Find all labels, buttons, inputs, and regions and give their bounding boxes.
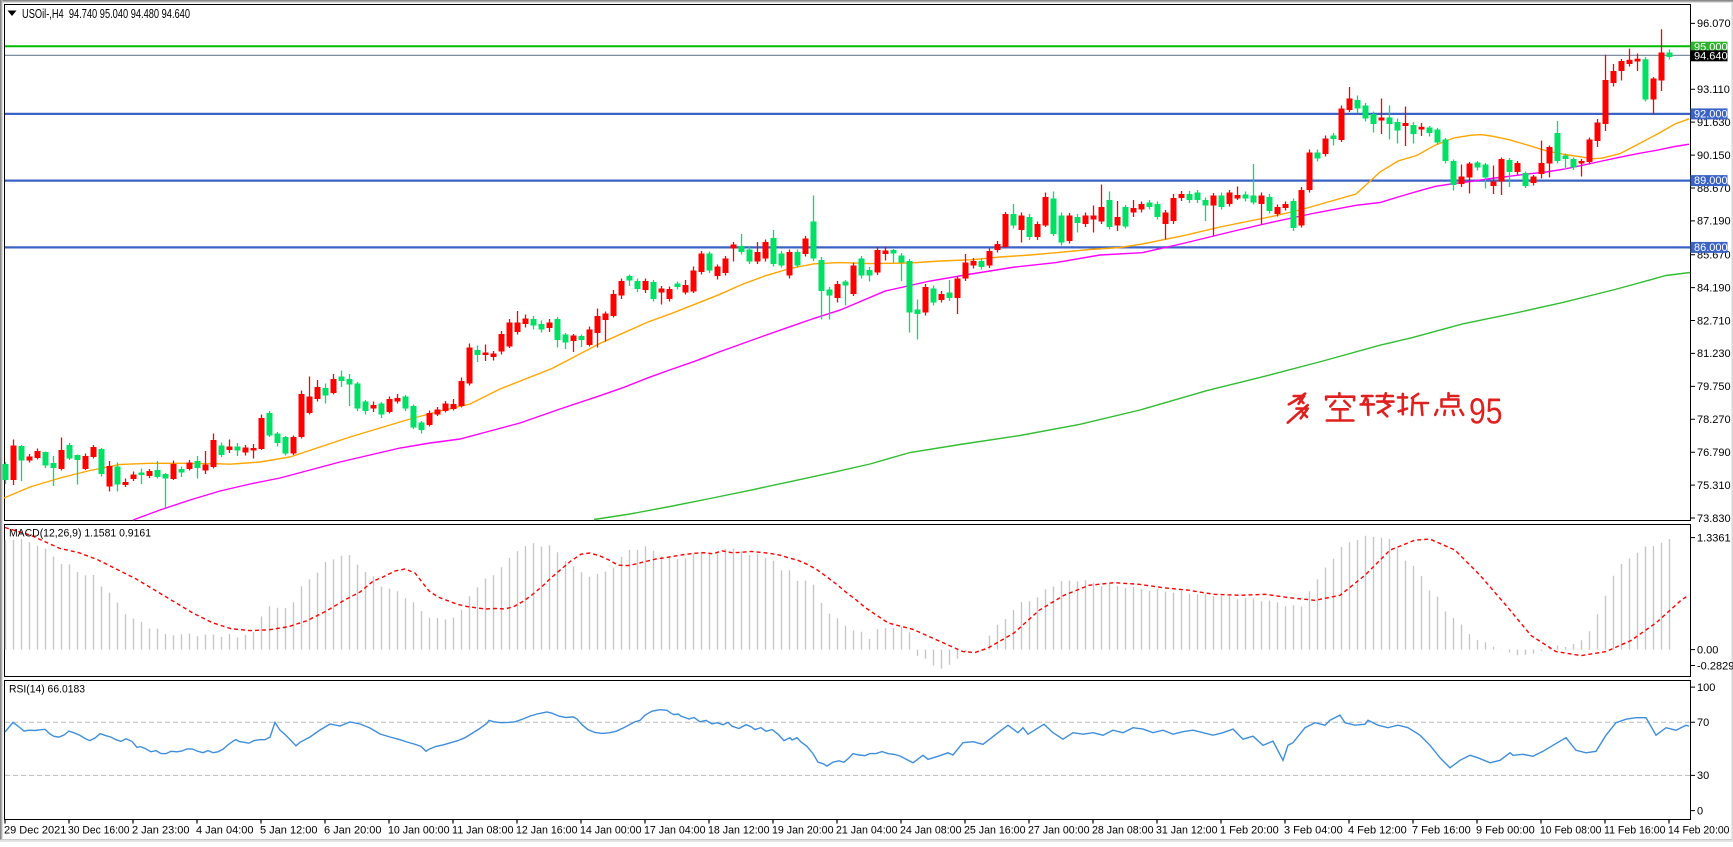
svg-text:18 Jan 12:00: 18 Jan 12:00 (708, 825, 770, 837)
svg-text:6 Jan 20:00: 6 Jan 20:00 (324, 825, 382, 837)
svg-text:75.310: 75.310 (1697, 480, 1731, 492)
svg-text:86.000: 86.000 (1694, 242, 1728, 254)
svg-text:81.230: 81.230 (1697, 348, 1731, 360)
svg-text:95: 95 (1469, 391, 1503, 432)
svg-text:0.00: 0.00 (1697, 644, 1718, 656)
svg-text:70: 70 (1697, 717, 1709, 729)
svg-text:25 Jan 16:00: 25 Jan 16:00 (964, 825, 1026, 837)
svg-text:17 Jan 04:00: 17 Jan 04:00 (644, 825, 706, 837)
svg-text:30 Dec 16:00: 30 Dec 16:00 (68, 825, 130, 837)
svg-text:USOil-,H4 94.740 95.040 94.48: USOil-,H4 94.740 95.040 94.480 94.640 (22, 6, 190, 21)
svg-text:79.750: 79.750 (1697, 381, 1731, 393)
svg-text:9 Feb 00:00: 9 Feb 00:00 (1476, 825, 1535, 837)
svg-text:78.270: 78.270 (1697, 414, 1731, 426)
svg-text:4 Feb 12:00: 4 Feb 12:00 (1348, 825, 1407, 837)
svg-text:30: 30 (1697, 770, 1709, 782)
svg-text:14 Feb 20:00: 14 Feb 20:00 (1668, 825, 1730, 837)
svg-text:87.190: 87.190 (1697, 216, 1731, 228)
svg-text:1 Feb 20:00: 1 Feb 20:00 (1220, 825, 1279, 837)
svg-text:92.000: 92.000 (1694, 108, 1728, 120)
svg-text:96.070: 96.070 (1697, 18, 1731, 30)
svg-text:19 Jan 20:00: 19 Jan 20:00 (772, 825, 834, 837)
svg-text:24 Jan 08:00: 24 Jan 08:00 (900, 825, 962, 837)
svg-text:MACD(12,26,9) 1.1581 0.9161: MACD(12,26,9) 1.1581 0.9161 (9, 528, 151, 540)
svg-text:94.640: 94.640 (1694, 50, 1728, 62)
svg-text:10 Jan 00:00: 10 Jan 00:00 (388, 825, 450, 837)
svg-text:14 Jan 00:00: 14 Jan 00:00 (580, 825, 642, 837)
svg-text:11 Jan 08:00: 11 Jan 08:00 (452, 825, 514, 837)
svg-text:1.3361: 1.3361 (1697, 532, 1731, 544)
svg-text:7 Feb 16:00: 7 Feb 16:00 (1412, 825, 1471, 837)
svg-text:27 Jan 00:00: 27 Jan 00:00 (1028, 825, 1090, 837)
svg-text:5 Jan 12:00: 5 Jan 12:00 (260, 825, 318, 837)
svg-text:2 Jan 23:00: 2 Jan 23:00 (132, 825, 190, 837)
svg-text:84.190: 84.190 (1697, 282, 1731, 294)
svg-text:28 Jan 08:00: 28 Jan 08:00 (1092, 825, 1154, 837)
svg-text:82.710: 82.710 (1697, 315, 1731, 327)
svg-text:29 Dec 2021: 29 Dec 2021 (4, 825, 66, 837)
svg-text:10 Feb 08:00: 10 Feb 08:00 (1540, 825, 1602, 837)
svg-text:89.000: 89.000 (1694, 175, 1728, 187)
svg-text:90.150: 90.150 (1697, 150, 1731, 162)
svg-text:11 Feb 16:00: 11 Feb 16:00 (1604, 825, 1666, 837)
svg-text:RSI(14) 66.0183: RSI(14) 66.0183 (9, 684, 85, 696)
svg-text:0: 0 (1697, 805, 1703, 817)
svg-text:-0.2829: -0.2829 (1697, 660, 1733, 672)
svg-text:93.110: 93.110 (1697, 84, 1730, 96)
svg-text:12 Jan 16:00: 12 Jan 16:00 (516, 825, 578, 837)
svg-text:100: 100 (1697, 682, 1715, 694)
svg-text:91.630: 91.630 (1697, 117, 1731, 129)
svg-text:76.790: 76.790 (1697, 447, 1731, 459)
svg-text:4 Jan 04:00: 4 Jan 04:00 (196, 825, 254, 837)
svg-text:73.830: 73.830 (1697, 513, 1731, 525)
svg-text:31 Jan 12:00: 31 Jan 12:00 (1156, 825, 1218, 837)
svg-text:21 Jan 04:00: 21 Jan 04:00 (836, 825, 898, 837)
svg-text:3 Feb 04:00: 3 Feb 04:00 (1284, 825, 1343, 837)
